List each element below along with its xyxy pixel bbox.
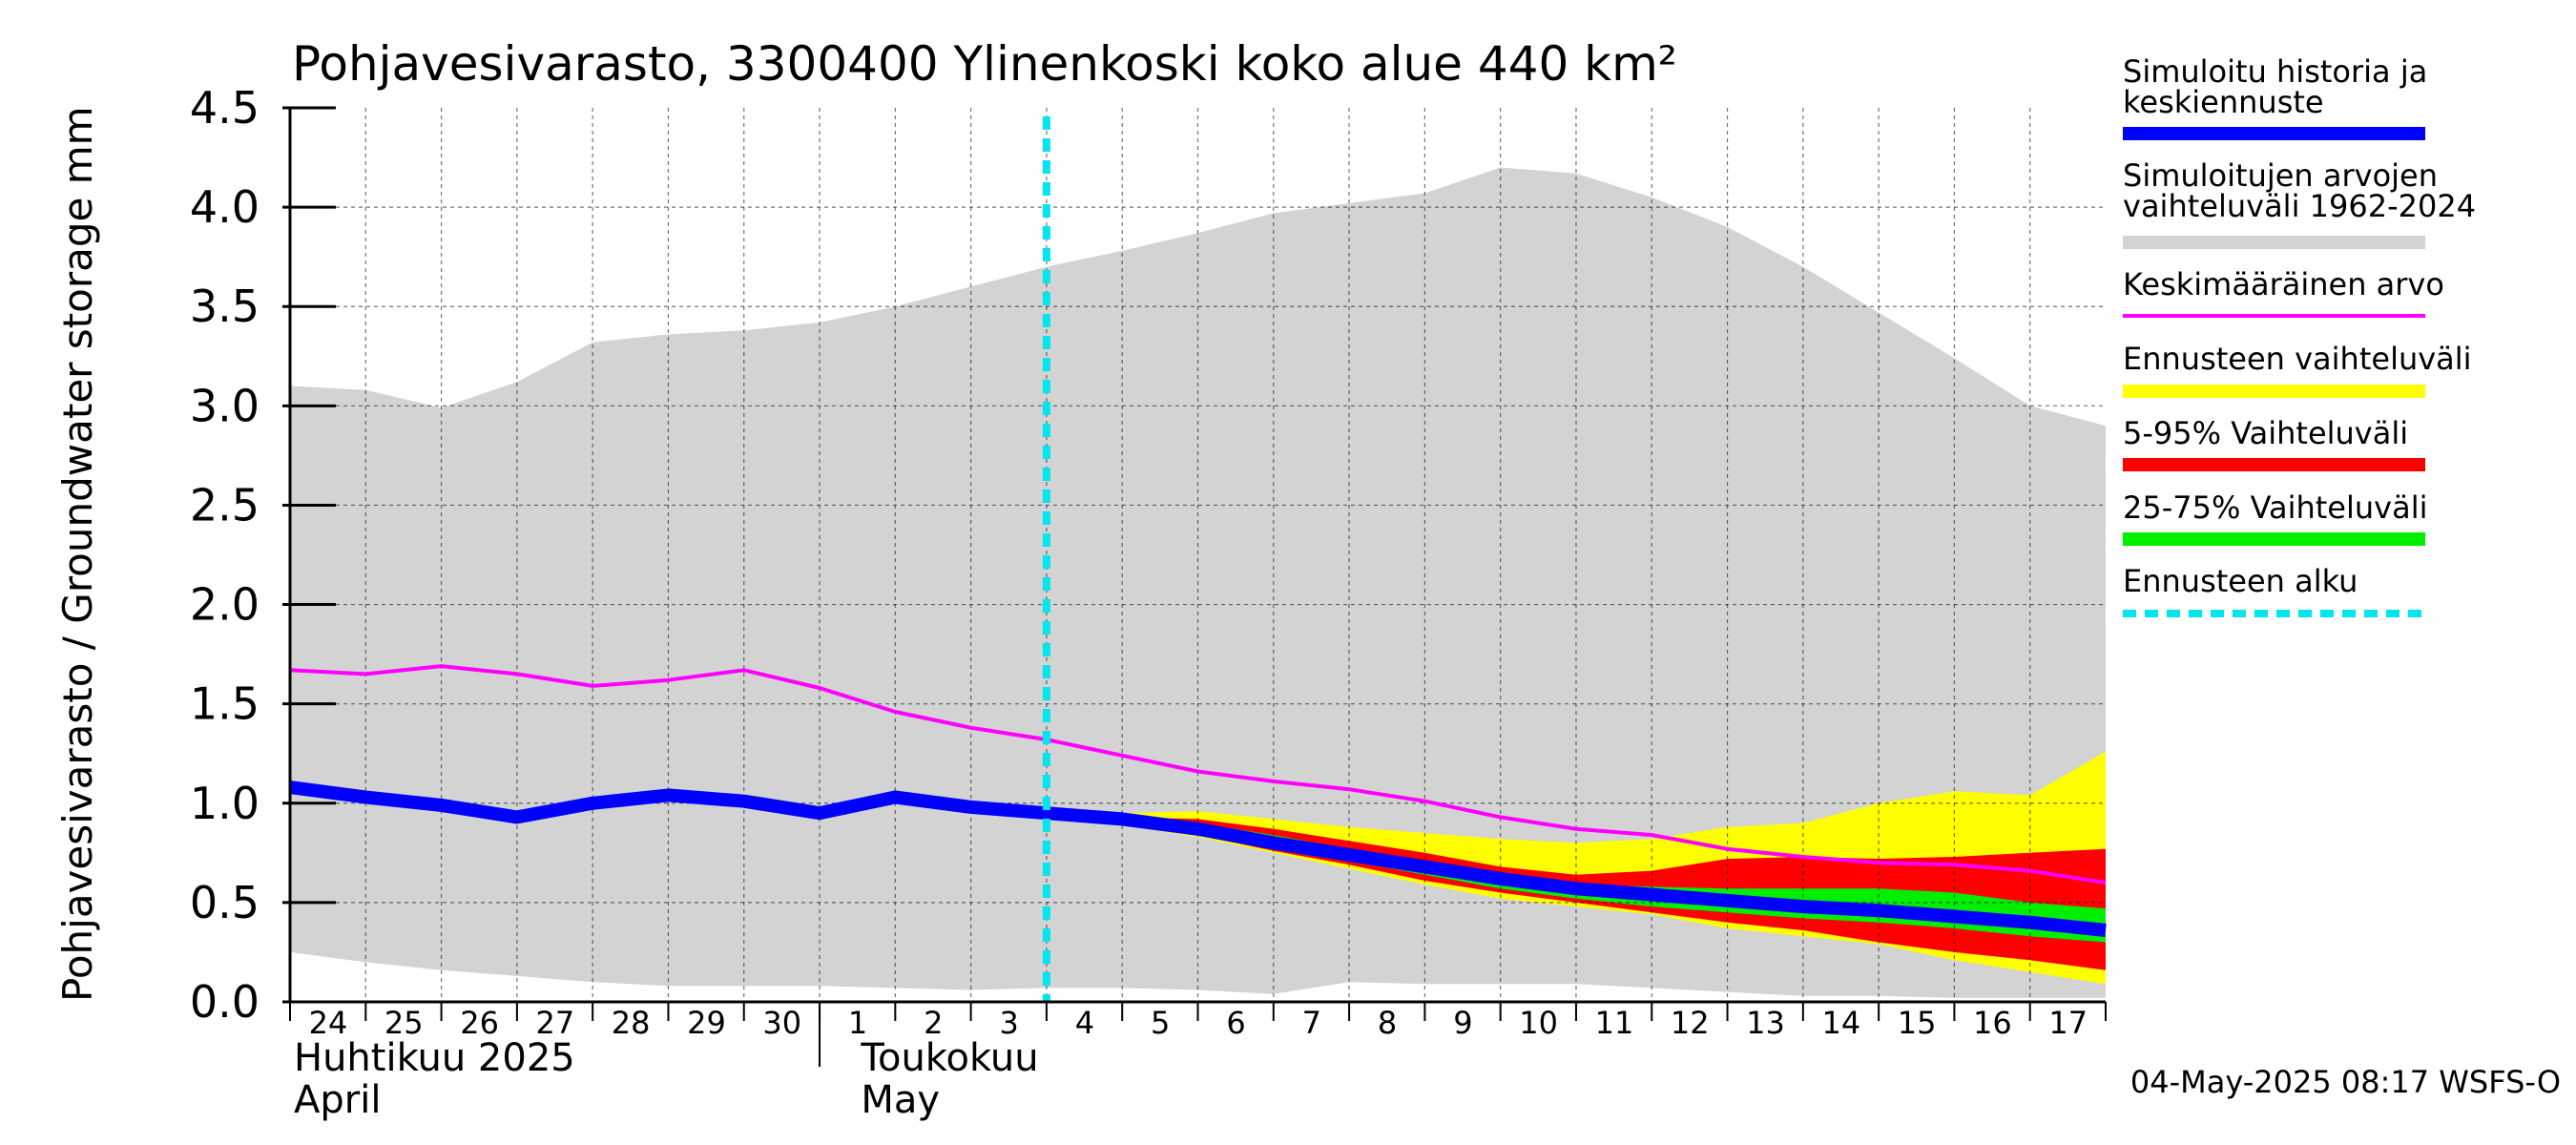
legend-label: Ennusteen alku [2123, 563, 2358, 599]
axes-layer: 0.00.51.01.52.02.53.03.54.04.524 25 26 27 28… [190, 82, 2107, 1122]
x-tick-label: 7 [1302, 1005, 1321, 1041]
x-tick-label: 5 [1151, 1005, 1170, 1041]
y-axis-label: Pohjavesivarasto / Groundwater storage m… [54, 106, 101, 1002]
chart-title: Pohjavesivarasto, 3300400 Ylinenkoski ko… [292, 36, 1677, 92]
x-tick-label: 10 [1519, 1005, 1558, 1041]
legend-label: Simuloitujen arvojen [2123, 157, 2438, 194]
x-tick-label: 2 [924, 1005, 943, 1041]
x-tick-label: 12 [1671, 1005, 1710, 1041]
legend-label: Simuloitu historia ja [2123, 53, 2427, 90]
x-tick-label: 24 [309, 1005, 348, 1041]
x-tick-label: 27 [536, 1005, 575, 1041]
legend-label: Ennusteen vaihteluväli [2123, 341, 2472, 377]
timestamp: 04-May-2025 08:17 WSFS-O [2130, 1064, 2561, 1100]
simulated-line [289, 781, 2107, 937]
month-label-fi: Toukokuu [860, 1036, 1038, 1080]
y-tick-label: 1.0 [190, 778, 260, 829]
y-tick-label: 4.5 [190, 82, 260, 134]
y-tick-label: 3.5 [190, 281, 260, 332]
x-tick-label: 1 [848, 1005, 867, 1041]
y-tick-label: 4.0 [190, 181, 260, 233]
x-tick-label: 28 [612, 1005, 651, 1041]
month-label-en: April [294, 1078, 381, 1122]
x-tick-label: 3 [999, 1005, 1018, 1041]
x-tick-label: 8 [1378, 1005, 1397, 1041]
month-label-fi: Huhtikuu 2025 [294, 1036, 575, 1080]
line-layer [289, 116, 2107, 1002]
y-tick-label: 1.5 [190, 678, 260, 730]
legend-label: 25-75% Vaihteluväli [2123, 489, 2427, 526]
y-tick-label: 2.5 [190, 479, 260, 531]
x-tick-label: 26 [460, 1005, 499, 1041]
x-tick-label: 17 [2048, 1005, 2088, 1041]
x-tick-label: 29 [687, 1005, 726, 1041]
x-tick-label: 13 [1746, 1005, 1785, 1041]
y-tick-label: 0.5 [190, 877, 260, 928]
x-tick-label: 14 [1821, 1005, 1860, 1041]
x-tick-label: 9 [1453, 1005, 1472, 1041]
x-tick-label: 25 [384, 1005, 424, 1041]
legend-label: 5-95% Vaihteluväli [2123, 415, 2408, 451]
x-tick-label: 4 [1075, 1005, 1094, 1041]
legend-label: Keskimääräinen arvo [2123, 266, 2444, 302]
x-tick-label: 6 [1226, 1005, 1245, 1041]
y-tick-label: 3.0 [190, 380, 260, 431]
y-tick-label: 0.0 [190, 976, 260, 1028]
x-tick-label: 30 [762, 1005, 801, 1041]
legend-label: keskiennuste [2123, 84, 2324, 120]
legend-label: vaihteluväli 1962-2024 [2123, 188, 2476, 224]
x-tick-label: 15 [1898, 1005, 1937, 1041]
mean-line [289, 664, 2107, 885]
x-tick-label: 16 [1973, 1005, 2012, 1041]
month-label-en: May [861, 1078, 940, 1122]
x-tick-label: 11 [1595, 1005, 1634, 1041]
y-tick-label: 2.0 [190, 579, 260, 631]
